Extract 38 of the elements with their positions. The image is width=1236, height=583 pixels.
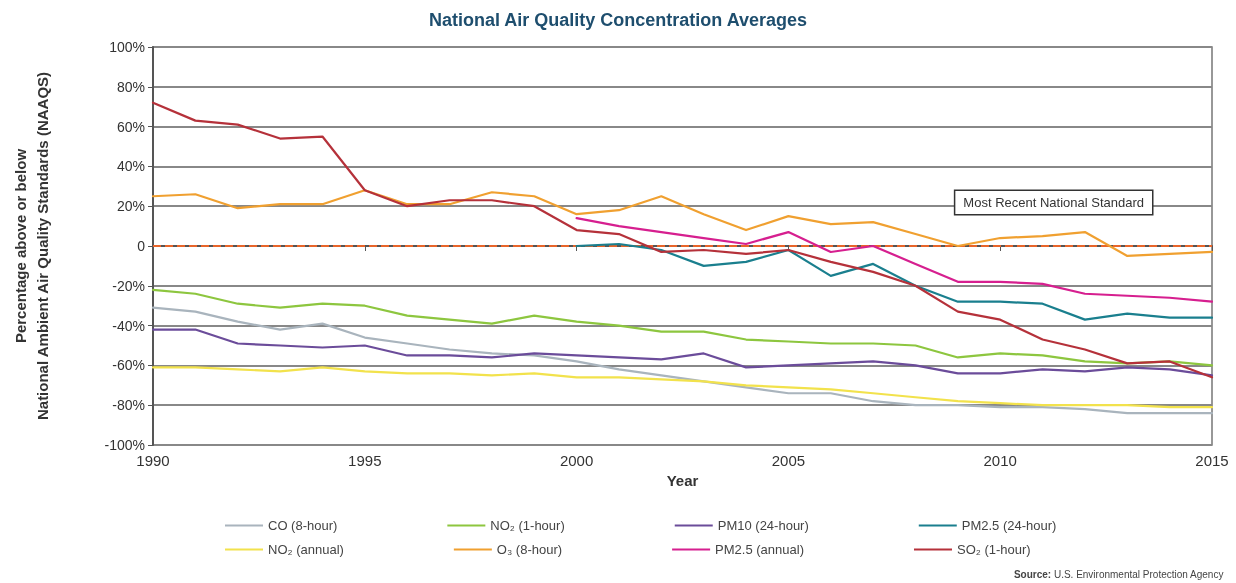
line-series bbox=[151, 189, 1214, 258]
line-series bbox=[151, 306, 1214, 415]
x-tick-label: 1995 bbox=[348, 452, 382, 469]
y-axis-title: Percentage above or below National Ambient Air Quality Standards (NAAQS) bbox=[11, 71, 51, 421]
line-series bbox=[151, 366, 1214, 409]
y-tick-label: -20% bbox=[112, 277, 145, 294]
line-series bbox=[151, 101, 1214, 379]
legend-label: PM2.5 (annual) bbox=[715, 542, 804, 557]
line-series bbox=[575, 242, 1214, 321]
x-axis-title: Year bbox=[666, 472, 699, 489]
y-tick-label: -80% bbox=[112, 397, 145, 414]
line-series bbox=[575, 217, 1214, 303]
x-tick-label: 1990 bbox=[136, 452, 170, 469]
legend-label: SO₂ (1-hour) bbox=[956, 542, 1031, 557]
chart-title: National Air Quality Concentration Averages bbox=[428, 10, 808, 30]
y-tick-label: 100% bbox=[109, 39, 145, 55]
source-note: Source: U.S. Environmental Protection Agency bbox=[1013, 568, 1224, 580]
legend-label: PM2.5 (24-hour) bbox=[961, 518, 1057, 533]
x-tick-label: 2000 bbox=[559, 452, 594, 469]
ref-line-label: Most Recent National Standard bbox=[963, 195, 1144, 210]
y-tick-label: 80% bbox=[116, 78, 145, 95]
y-tick-label: 0 bbox=[137, 238, 146, 254]
y-tick-label: -60% bbox=[112, 357, 145, 374]
x-tick-label: 2015 bbox=[1195, 452, 1229, 469]
y-tick-label: 60% bbox=[116, 118, 145, 135]
x-tick-label: 2005 bbox=[771, 452, 806, 469]
legend-label: O₃ (8-hour) bbox=[496, 542, 563, 557]
line-series bbox=[151, 328, 1214, 377]
line-series bbox=[151, 288, 1214, 367]
y-tick-label: -100% bbox=[104, 437, 145, 453]
legend-label: NO₂ (1-hour) bbox=[490, 518, 565, 533]
y-tick-label: 20% bbox=[116, 198, 145, 215]
y-tick-label: -40% bbox=[112, 317, 145, 334]
legend-label: CO (8-hour) bbox=[268, 518, 338, 533]
y-tick-label: 40% bbox=[116, 158, 145, 175]
x-tick-label: 2010 bbox=[983, 452, 1017, 469]
legend-label: NO₂ (annual) bbox=[268, 542, 344, 557]
legend-label: PM10 (24-hour) bbox=[717, 518, 809, 533]
